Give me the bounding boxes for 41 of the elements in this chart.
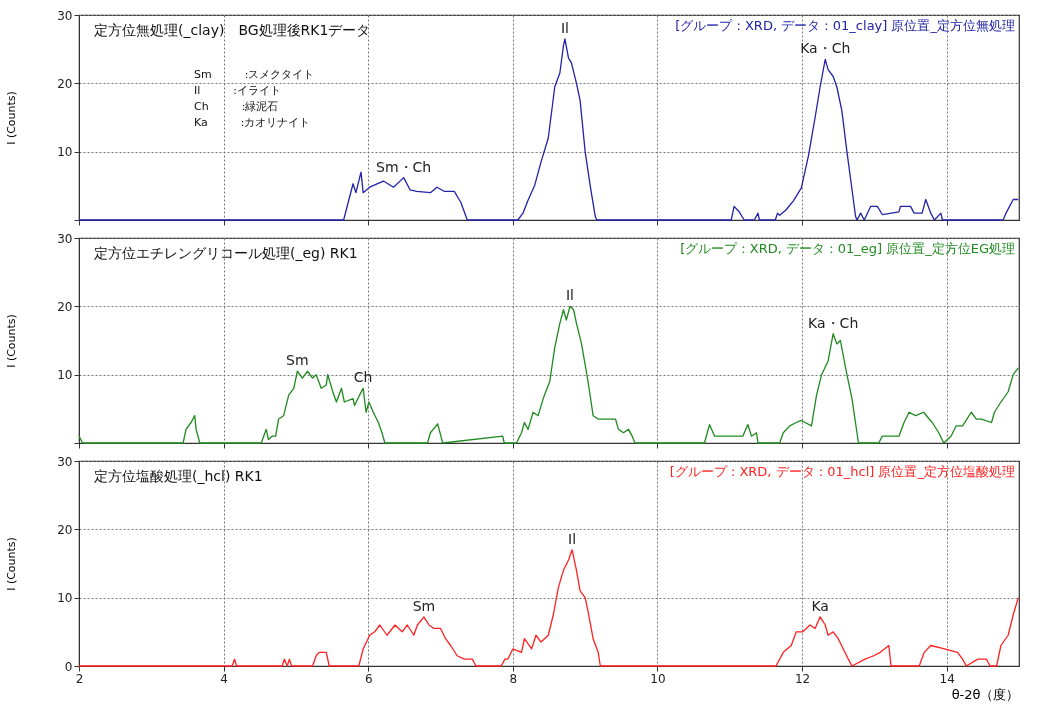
y-tick-label: 10: [57, 368, 73, 383]
annotation: Sm :スメクタイト: [194, 68, 315, 81]
y-tick-label: 20: [57, 76, 73, 91]
y-tick-label: 30: [57, 454, 73, 469]
x-tick-label: 6: [364, 671, 373, 686]
y-tick-label: 30: [57, 8, 73, 23]
y-axis-title: I (Counts): [5, 537, 19, 591]
x-tick-label: 14: [939, 671, 955, 686]
annotation: Il :イライト: [194, 84, 282, 97]
y-tick-label: 0: [64, 659, 73, 674]
annotation: 定方位塩酸処理(_hcl) RK1: [94, 468, 263, 484]
annotation: [グループ : XRD, データ : 01_eg] 原位置_定方位EG処理: [680, 241, 1015, 256]
annotation: [グループ : XRD, データ : 01_clay] 原位置_定方位無処理: [675, 18, 1015, 33]
annotation: 定方位エチレングリコール処理(_eg) RK1: [94, 245, 358, 261]
y-tick-label: 10: [57, 145, 73, 160]
x-axis-title: θ-2θ（度）: [951, 686, 1020, 702]
y-tick-label: 10: [57, 591, 73, 606]
annotation: Ka・Ch: [800, 40, 851, 57]
x-tick-label: 2: [75, 671, 84, 686]
annotation: Ch: [353, 369, 373, 386]
y-axis-title: I (Counts): [5, 91, 19, 145]
annotation: [グループ : XRD, データ : 01_hcl] 原位置_定方位塩酸処理: [669, 464, 1015, 479]
y-tick-label: 20: [57, 299, 73, 314]
annotation: Sm: [286, 352, 309, 369]
annotation: Il: [568, 530, 577, 547]
annotation: Ka・Ch: [808, 314, 859, 331]
y-axis-title: I (Counts): [5, 314, 19, 368]
annotation: Sm: [412, 597, 436, 614]
x-tick-label: 10: [650, 671, 666, 686]
annotation: Ka :カオリナイト: [194, 116, 311, 129]
annotation: 定方位無処理(_clay) BG処理後RK1データ: [94, 22, 371, 38]
annotation: Sm・Ch: [376, 158, 432, 175]
annotation: Il: [560, 19, 569, 36]
annotation: Ka: [811, 597, 829, 614]
annotation: Il: [565, 287, 574, 304]
y-tick-label: 20: [57, 522, 73, 537]
x-tick-label: 8: [509, 671, 518, 686]
y-tick-label: 30: [57, 231, 73, 246]
x-tick-label: 4: [220, 671, 228, 686]
annotation: Ch :緑泥石: [194, 100, 279, 113]
x-tick-label: 12: [794, 671, 811, 686]
